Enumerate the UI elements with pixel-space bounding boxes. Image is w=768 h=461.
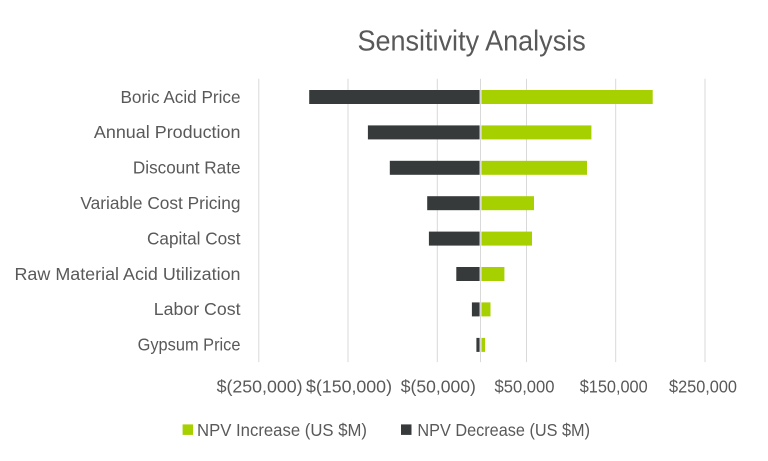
svg-text:NPV Increase (US $M): NPV Increase (US $M) — [197, 420, 367, 440]
svg-text:$(50,000): $(50,000) — [401, 377, 476, 397]
svg-text:Discount Rate: Discount Rate — [133, 158, 241, 178]
svg-text:Gypsum Price: Gypsum Price — [138, 335, 241, 355]
svg-text:$250,000: $250,000 — [669, 377, 737, 397]
svg-text:$(150,000): $(150,000) — [306, 377, 392, 397]
svg-text:Sensitivity Analysis: Sensitivity Analysis — [357, 26, 585, 58]
svg-text:$150,000: $150,000 — [580, 377, 648, 397]
svg-text:Boric Acid Price: Boric Acid Price — [121, 87, 241, 107]
svg-text:$50,000: $50,000 — [495, 377, 555, 397]
svg-text:$(250,000): $(250,000) — [217, 377, 303, 397]
svg-text:Annual Production: Annual Production — [94, 122, 241, 142]
svg-text:NPV Decrease (US $M): NPV Decrease (US $M) — [417, 420, 590, 440]
svg-text:Capital Cost: Capital Cost — [147, 228, 241, 248]
svg-text:Raw Material Acid Utilization: Raw Material Acid Utilization — [15, 264, 241, 284]
svg-text:Variable Cost Pricing: Variable Cost Pricing — [80, 193, 240, 213]
svg-text:Labor Cost: Labor Cost — [154, 299, 241, 319]
